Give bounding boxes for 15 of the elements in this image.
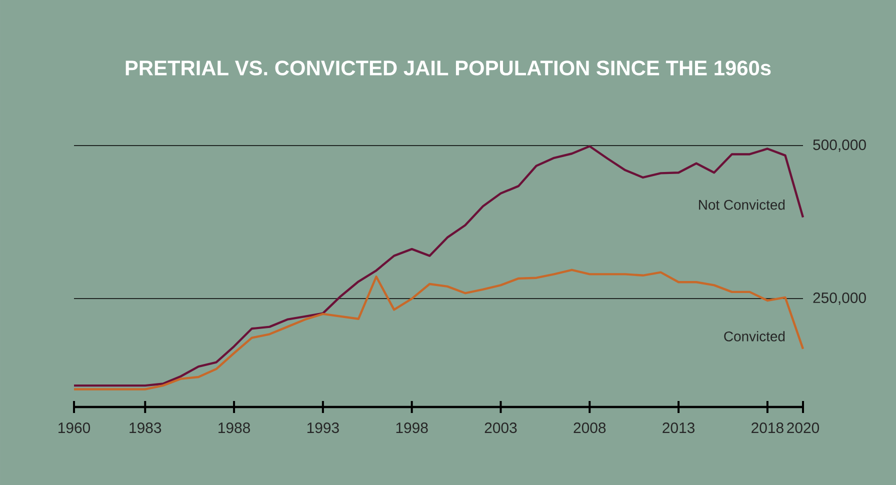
y-tick-label: 250,000 [813,292,866,305]
y-tick-label: 500,000 [813,139,866,152]
x-tick-label: 2018 [752,422,784,434]
x-tick-label: 2013 [662,422,695,434]
x-tick-label: 1983 [130,422,162,434]
x-tick-label: 1993 [307,422,339,434]
chart-title: PRETRIAL VS. CONVICTED JAIL POPULATION SINCE THE 1960s [126,60,771,76]
series-label: Convicted [724,331,785,342]
series-label: Not Convicted [699,200,785,210]
x-tick-label: 2008 [574,422,606,434]
x-tick-label: 2020 [787,422,820,434]
x-tick-label: 1998 [396,422,428,434]
x-tick-label: 2003 [484,422,517,434]
x-tick-label: 1960 [58,422,90,434]
x-tick-label: 1988 [218,422,250,434]
